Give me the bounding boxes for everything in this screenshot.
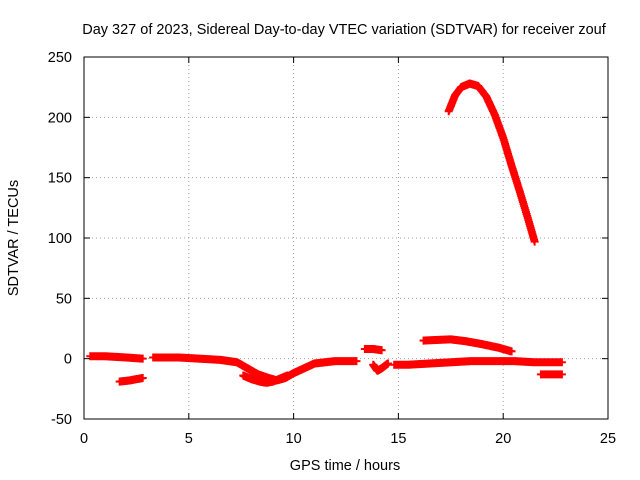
y-tick-label: 100 bbox=[48, 231, 72, 247]
data-point-markers bbox=[536, 370, 566, 379]
data-point-markers bbox=[86, 352, 147, 363]
data-point-markers bbox=[444, 79, 539, 246]
x-tick-label: 5 bbox=[185, 431, 193, 447]
x-axis-label: GPS time / hours bbox=[290, 458, 400, 474]
y-tick-label: 0 bbox=[64, 352, 72, 368]
y-tick-label: 250 bbox=[48, 50, 72, 66]
x-axis-ticks: 0 5 10 15 20 25 bbox=[80, 57, 616, 447]
x-tick-label: 10 bbox=[286, 431, 302, 447]
y-tick-label: 50 bbox=[56, 291, 72, 307]
x-tick-label: 0 bbox=[80, 431, 88, 447]
x-tick-label: 20 bbox=[495, 431, 511, 447]
data-point-markers bbox=[239, 371, 292, 387]
y-axis-ticks: -50 0 50 100 150 200 250 bbox=[48, 50, 608, 428]
series-arc-low-1 bbox=[115, 373, 147, 386]
series-arc-main-1 bbox=[86, 352, 147, 363]
series-arc-short-13 bbox=[360, 345, 386, 355]
series-arc-short-14 bbox=[369, 359, 392, 375]
y-tick-label: 150 bbox=[48, 171, 72, 187]
data-point-markers bbox=[390, 357, 566, 369]
series-arc-high bbox=[444, 79, 539, 246]
x-tick-label: 25 bbox=[600, 431, 616, 447]
data-point-markers bbox=[360, 345, 386, 355]
series-arc-scatter-8h bbox=[239, 371, 292, 387]
series-arc-mid bbox=[419, 335, 516, 356]
data-points bbox=[86, 79, 566, 387]
series-arc-main-3 bbox=[390, 357, 566, 369]
y-tick-label: -50 bbox=[51, 412, 72, 428]
chart-title: Day 327 of 2023, Sidereal Day-to-day VTE… bbox=[82, 22, 607, 38]
data-point-markers bbox=[419, 335, 516, 356]
data-point-markers bbox=[115, 373, 147, 386]
x-tick-label: 15 bbox=[390, 431, 406, 447]
series-arc-low-2 bbox=[536, 370, 566, 379]
y-axis-label: SDTVAR / TECUs bbox=[6, 180, 22, 296]
y-tick-label: 200 bbox=[48, 110, 72, 126]
data-point-markers bbox=[369, 359, 392, 375]
grid bbox=[84, 57, 608, 419]
